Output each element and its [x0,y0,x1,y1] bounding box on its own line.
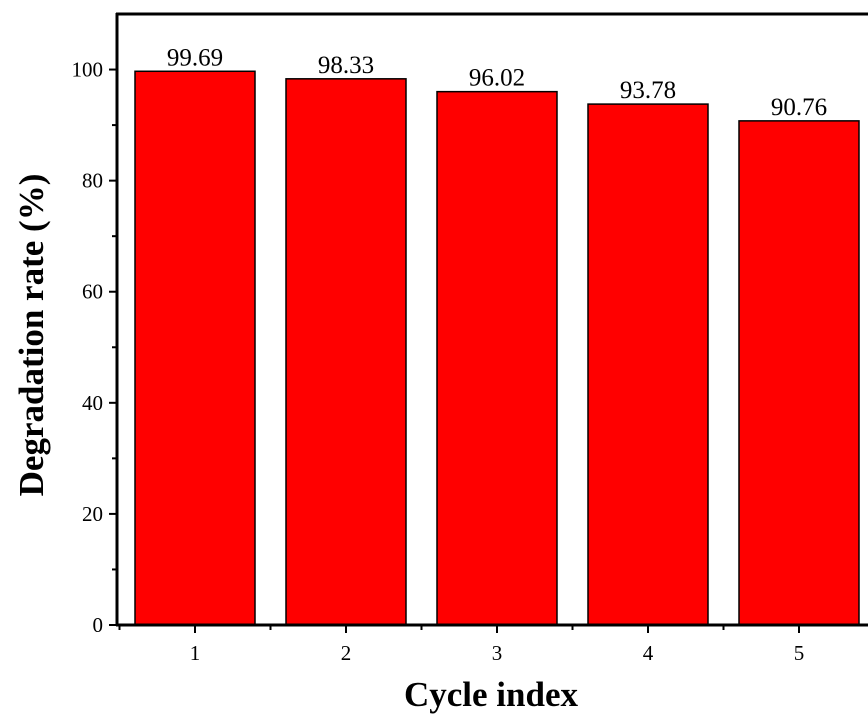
y-tick-label-100: 100 [72,58,104,82]
y-tick-label-60: 60 [82,280,103,304]
y-axis-title: Degradation rate (%) [12,174,51,497]
bar-cycle-5 [739,121,859,625]
data-label-cycle-4: 93.78 [620,77,676,104]
x-tick-label-2: 2 [341,641,352,665]
bars-layer [135,71,859,625]
x-tick-label-1: 1 [190,641,201,665]
x-tick-label-4: 4 [643,641,654,665]
data-label-cycle-5: 90.76 [771,94,827,121]
y-tick-label-0: 0 [93,613,104,637]
data-label-cycle-1: 99.69 [167,44,223,71]
bar-cycle-4 [588,104,708,625]
bar-cycle-1 [135,71,255,625]
x-tick-label-3: 3 [492,641,503,665]
x-axis-title: Cycle index [404,675,579,714]
y-tick-label-20: 20 [82,502,103,526]
y-tick-label-80: 80 [82,169,103,193]
data-label-cycle-2: 98.33 [318,52,374,79]
x-tick-label-5: 5 [794,641,805,665]
bar-cycle-2 [286,79,406,625]
data-label-cycle-3: 96.02 [469,65,525,92]
bar-cycle-3 [437,92,557,625]
y-tick-label-40: 40 [82,391,103,415]
